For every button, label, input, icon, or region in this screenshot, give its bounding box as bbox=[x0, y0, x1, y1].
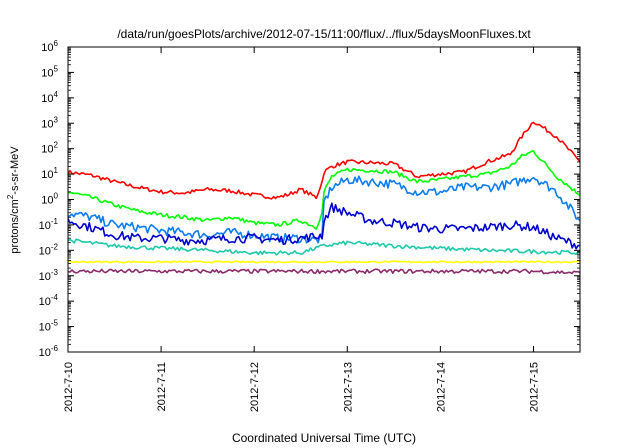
y-axis-label-prefix: protons/cm bbox=[9, 199, 21, 253]
y-tick-label-exp: -6 bbox=[51, 344, 59, 353]
y-tick-label-exp: -4 bbox=[51, 293, 59, 302]
y-tick-label-base: 10 bbox=[41, 93, 53, 105]
y-tick-label-11: 105 bbox=[41, 64, 58, 79]
y-tick-label-9: 103 bbox=[41, 115, 58, 130]
series-line-7 bbox=[67, 268, 581, 275]
x-tick-label-0: 2012-7-10 bbox=[63, 362, 75, 412]
x-axis-label: Coordinated Universal Time (UTC) bbox=[232, 431, 416, 445]
series-line-5 bbox=[67, 238, 581, 256]
y-tick-label-exp: 2 bbox=[54, 141, 59, 150]
y-tick-label-exp: 4 bbox=[54, 90, 59, 99]
y-tick-label-exp: 1 bbox=[54, 166, 59, 175]
y-tick-label-3: 10-3 bbox=[39, 268, 59, 283]
y-tick-label-5: 10-1 bbox=[39, 217, 59, 232]
y-tick-label-base: 10 bbox=[41, 118, 53, 130]
y-axis-label-suffix: -s-sr-MeV bbox=[9, 146, 21, 195]
y-tick-label-12: 106 bbox=[41, 39, 58, 54]
y-tick-label-exp: 6 bbox=[54, 39, 59, 48]
y-tick-label-exp: -2 bbox=[51, 242, 59, 251]
y-tick-label-base: 10 bbox=[41, 144, 53, 156]
ticks-layer: 10-610-510-410-310-210-11001011021031041… bbox=[39, 39, 580, 412]
y-tick-label-base: 10 bbox=[39, 347, 51, 359]
y-tick-label-base: 10 bbox=[41, 67, 53, 79]
y-tick-label-base: 10 bbox=[39, 245, 51, 257]
y-tick-label-exp: 3 bbox=[54, 115, 59, 124]
series-layer bbox=[67, 121, 581, 275]
y-tick-label-base: 10 bbox=[41, 169, 53, 181]
y-tick-label-1: 10-5 bbox=[39, 319, 59, 334]
x-tick-label-3: 2012-7-13 bbox=[342, 362, 354, 412]
x-tick-label-1: 2012-7-11 bbox=[156, 362, 168, 411]
y-tick-label-base: 10 bbox=[39, 322, 51, 334]
y-tick-label-2: 10-4 bbox=[39, 293, 59, 308]
y-tick-label-exp: 0 bbox=[54, 192, 59, 201]
y-tick-label-base: 10 bbox=[41, 195, 53, 207]
y-tick-label-base: 10 bbox=[41, 42, 53, 54]
y-tick-label-4: 10-2 bbox=[39, 242, 59, 257]
y-tick-label-6: 100 bbox=[41, 192, 58, 207]
y-tick-label-7: 101 bbox=[41, 166, 58, 181]
y-tick-label-exp: -5 bbox=[51, 319, 59, 328]
y-tick-label-base: 10 bbox=[39, 220, 51, 232]
y-tick-label-exp: -3 bbox=[51, 268, 59, 277]
y-tick-label-base: 10 bbox=[39, 271, 51, 283]
series-line-4 bbox=[67, 202, 581, 250]
series-line-3 bbox=[67, 175, 581, 244]
x-tick-label-2: 2012-7-12 bbox=[249, 362, 261, 412]
x-tick-label-4: 2012-7-14 bbox=[435, 362, 447, 412]
y-tick-label-10: 104 bbox=[41, 90, 58, 105]
chart-title: /data/run/goesPlots/archive/2012-07-15/1… bbox=[117, 27, 531, 41]
y-tick-label-exp: 5 bbox=[54, 64, 59, 73]
y-axis-label: protons/cm2-s-sr-MeV bbox=[6, 146, 21, 254]
y-tick-label-base: 10 bbox=[39, 296, 51, 308]
x-tick-label-5: 2012-7-15 bbox=[528, 362, 540, 412]
y-tick-label-8: 102 bbox=[41, 141, 58, 156]
y-tick-label-exp: -1 bbox=[51, 217, 59, 226]
series-line-1 bbox=[67, 121, 581, 200]
y-tick-label-0: 10-6 bbox=[39, 344, 59, 359]
series-line-2 bbox=[67, 150, 581, 230]
y-axis-label-sup: 2 bbox=[6, 194, 15, 199]
series-line-6 bbox=[68, 260, 581, 264]
